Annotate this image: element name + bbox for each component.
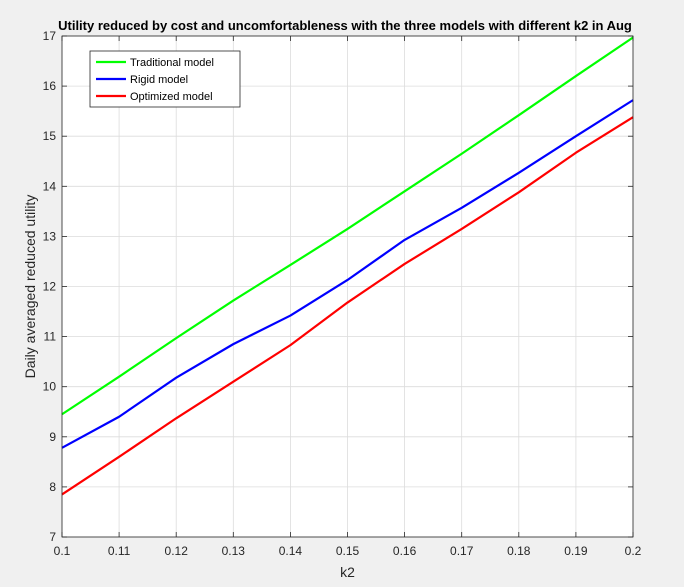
y-tick-label: 16 [43, 79, 57, 93]
x-tick-label: 0.1 [54, 544, 71, 558]
x-tick-label: 0.12 [165, 544, 189, 558]
x-tick-label: 0.17 [450, 544, 474, 558]
y-tick-label: 10 [43, 380, 57, 394]
x-tick-label: 0.11 [108, 544, 131, 558]
y-tick-label: 13 [43, 229, 57, 243]
y-tick-label: 17 [43, 29, 57, 43]
x-tick-label: 0.19 [564, 544, 588, 558]
x-tick-label: 0.15 [336, 544, 360, 558]
y-tick-label: 15 [43, 129, 57, 143]
x-tick-label: 0.16 [393, 544, 417, 558]
legend-entry-label: Traditional model [130, 57, 214, 69]
y-tick-label: 11 [44, 330, 57, 344]
series-line-traditional-model [61, 36, 634, 416]
y-tick-label: 8 [49, 480, 56, 494]
series-line-optimized-model [61, 116, 634, 496]
y-tick-label: 9 [49, 430, 56, 444]
series-lines [61, 36, 634, 496]
legend-entry-label: Rigid model [130, 74, 188, 86]
y-tick-label: 14 [43, 179, 57, 193]
y-axis-label: Daily averaged reduced utility [22, 195, 38, 379]
series-line-rigid-model [61, 99, 634, 449]
y-tick-label: 12 [43, 280, 57, 294]
axis-ticks: 0.1 0.11 0.12 0.13 0.14 0.15 0.16 0.17 0.18 0.19 0… [43, 29, 642, 558]
x-axis-label: k2 [340, 564, 355, 580]
y-tick-label: 7 [49, 530, 56, 544]
x-tick-label: 0.13 [222, 544, 246, 558]
x-tick-label: 0.18 [507, 544, 531, 558]
legend-entry-label: Optimized model [130, 91, 213, 103]
legend: Traditional model Rigid model Optimized mo… [89, 50, 241, 108]
x-tick-label: 0.14 [279, 544, 303, 558]
chart-title: Utility reduced by cost and uncomfortabl… [58, 18, 632, 33]
x-tick-label: 0.2 [625, 544, 642, 558]
